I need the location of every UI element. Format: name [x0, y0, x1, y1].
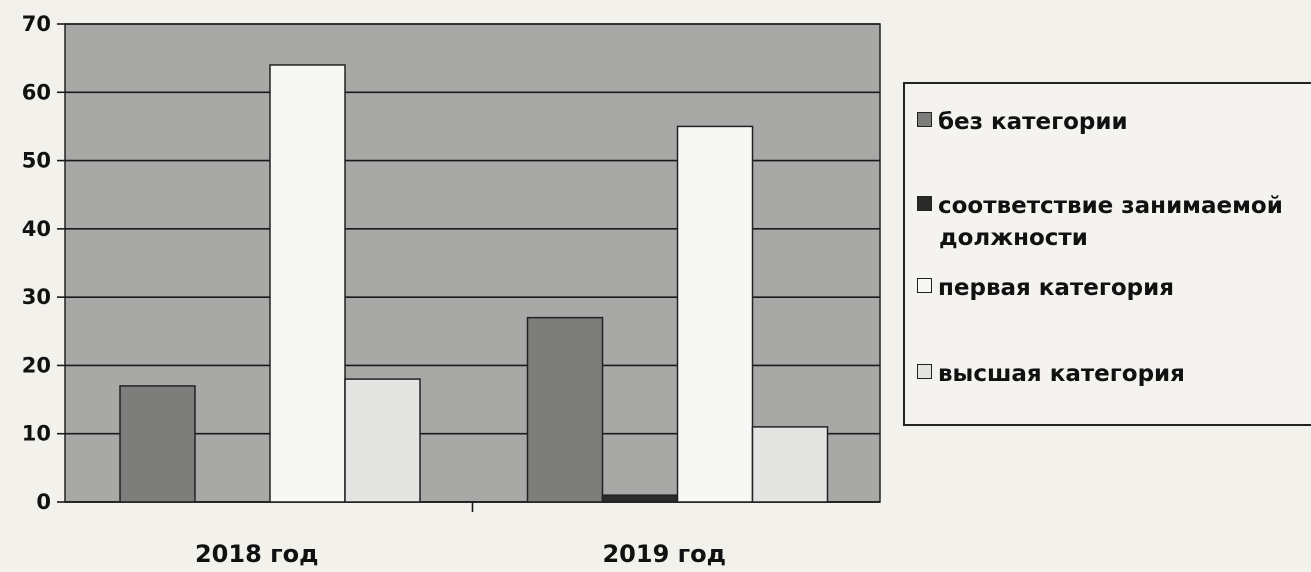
legend-swatch [917, 278, 932, 293]
bar [119, 385, 196, 503]
legend-item-vysshaya: высшая категория [917, 358, 1185, 390]
bar [751, 426, 829, 503]
bar [526, 316, 604, 503]
legend-item-sootvetstvie: соответствие занимаемой должности [917, 190, 1283, 254]
bar [344, 378, 421, 503]
y-tick-label: 20 [22, 353, 51, 377]
y-tick-label: 70 [22, 12, 51, 36]
legend-label: высшая категория [938, 361, 1185, 387]
x-category-label: 2018 год [195, 540, 319, 568]
y-tick-label: 60 [22, 80, 51, 104]
y-tick-label: 40 [22, 217, 51, 241]
y-tick-label: 10 [22, 422, 51, 446]
legend-swatch [917, 112, 932, 127]
x-category-label: 2019 год [602, 540, 726, 568]
bar [269, 64, 346, 503]
legend-label-line2: должности [939, 225, 1088, 251]
y-tick-label: 0 [36, 490, 51, 514]
legend-label: без категории [938, 109, 1128, 135]
legend-label: соответствие занимаемой [938, 193, 1283, 219]
bar [676, 125, 754, 503]
bar [601, 494, 679, 503]
legend: без категории соответствие занимаемой до… [903, 82, 1311, 426]
legend-item-bez-kategorii: без категории [917, 106, 1128, 138]
y-tick-label: 30 [22, 285, 51, 309]
y-tick-label: 50 [22, 149, 51, 173]
legend-swatch [917, 196, 932, 211]
legend-label: первая категория [938, 275, 1175, 301]
legend-item-pervaya: первая категория [917, 272, 1174, 304]
legend-swatch [917, 364, 932, 379]
